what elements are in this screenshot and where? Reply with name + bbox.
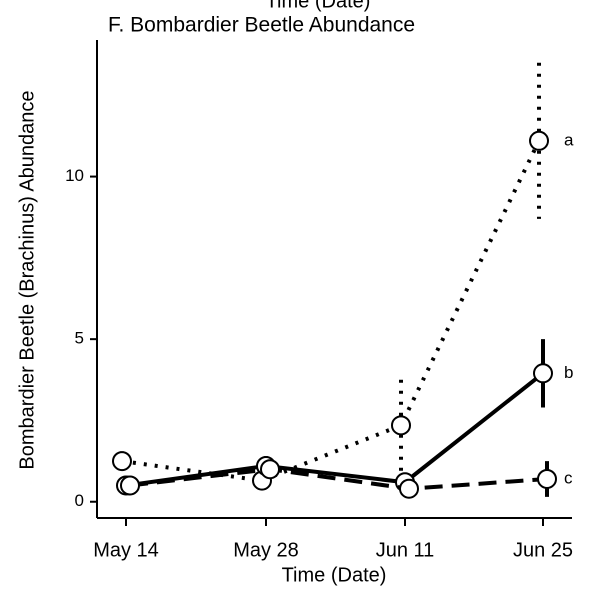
point (260, 459, 280, 480)
point (112, 451, 132, 472)
point (120, 475, 140, 496)
y-tick-label: 5 (75, 329, 84, 348)
x-tick-label: May 14 (93, 539, 159, 561)
point (399, 478, 419, 499)
series-line (125, 371, 545, 488)
series-line (121, 139, 541, 483)
y-axis-label: Bombardier Beetle (Brachinus) Abundance (16, 90, 38, 469)
series-label: a (564, 130, 574, 149)
y-tick-label: 10 (65, 166, 84, 185)
chart-title: F. Bombardier Beetle Abundance (108, 14, 415, 37)
series-label: b (564, 363, 573, 382)
point (391, 415, 411, 436)
x-tick-label: May 28 (233, 539, 299, 561)
series-line (129, 467, 548, 491)
y-tick-label: 0 (75, 491, 84, 510)
point (537, 468, 557, 489)
header-fragment: Time (Date) (266, 0, 371, 12)
series-label: c (564, 468, 573, 487)
x-axis-label: Time (Date) (282, 564, 387, 586)
x-tick-label: Jun 25 (513, 539, 573, 561)
point (529, 130, 549, 151)
point (533, 363, 553, 384)
x-tick-label: Jun 11 (376, 539, 435, 561)
